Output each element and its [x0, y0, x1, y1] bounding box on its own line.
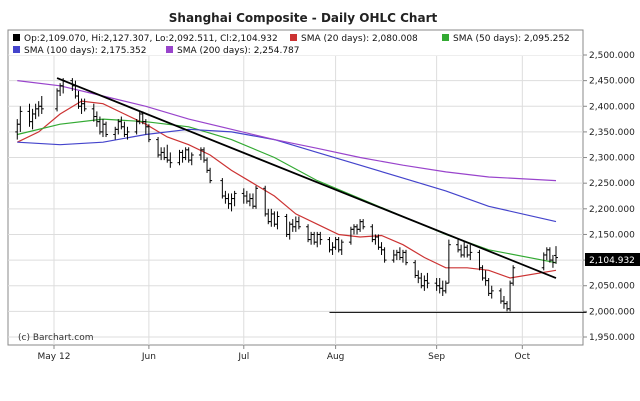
x-tick-label: Aug: [327, 352, 345, 362]
sma50-legend-swatch: [442, 34, 449, 41]
copyright-label: (c) Barchart.com: [18, 333, 94, 343]
sma-20-line: [17, 100, 557, 279]
y-tick-label: 2,150.000: [589, 230, 635, 240]
sma200-legend-swatch: [166, 46, 173, 53]
ohlc-bar: [146, 124, 151, 143]
last-price-box: [585, 253, 640, 266]
ohlc-bar: [404, 249, 409, 266]
ohlc-bar: [554, 246, 558, 264]
y-tick-label: 2,350.000: [589, 128, 635, 138]
ohlc-bar: [489, 285, 494, 299]
ohlc-bar: [254, 185, 259, 209]
plot-frame: [7, 29, 584, 346]
last-price-label: 2,104.932: [589, 256, 635, 266]
sma100-legend-label: SMA (100 days): 2,175.352: [24, 46, 147, 56]
ohlc-bar: [361, 219, 366, 230]
y-axis: 1,950.0002,000.0002,050.0002,100.0002,15…: [583, 51, 635, 343]
x-tick-label: May 12: [38, 352, 71, 362]
ohlc-bar: [208, 167, 213, 184]
ohlc-bar: [468, 244, 473, 261]
ohlc-bar: [125, 126, 130, 140]
ohlc-bars: [15, 78, 558, 312]
sma200-legend-label: SMA (200 days): 2,254.787: [177, 46, 300, 56]
ohlc-bar: [511, 265, 516, 286]
ohlc-bar: [425, 272, 430, 289]
y-tick-label: 1,950.000: [589, 333, 635, 343]
sma50-legend-label: SMA (50 days): 2,095.252: [453, 34, 570, 44]
trendlines: [56, 77, 587, 313]
ohlc-legend-swatch: [13, 34, 20, 41]
y-tick-label: 2,000.000: [589, 307, 635, 317]
y-tick-label: 2,300.000: [589, 154, 635, 164]
ohlc-bar: [446, 239, 451, 284]
ohlc-legend-label: Op:2,109.070, Hi:2,127.307, Lo:2,092.511…: [24, 34, 278, 44]
y-tick-label: 2,200.000: [589, 205, 635, 215]
ohlc-bar: [296, 216, 301, 230]
ohlc-bar: [275, 211, 280, 230]
ohlc-bar: [168, 152, 173, 168]
ohlc-bar: [339, 239, 344, 255]
ohlc-bar: [18, 106, 23, 132]
y-tick-label: 2,250.000: [589, 179, 635, 189]
ohlc-bar: [61, 78, 66, 94]
legend: Op:2,109.070, Hi:2,127.307, Lo:2,092.511…: [9, 31, 582, 56]
x-tick-label: Oct: [515, 352, 531, 362]
sma100-legend-swatch: [13, 46, 20, 53]
y-tick-label: 2,450.000: [589, 77, 635, 87]
ohlc-bar: [232, 190, 237, 207]
sma20-legend-swatch: [290, 34, 297, 41]
y-tick-label: 2,050.000: [589, 282, 635, 292]
sma20-legend-label: SMA (20 days): 2,080.008: [301, 34, 418, 44]
x-tick-label: Sep: [428, 352, 445, 362]
y-tick-label: 2,500.000: [589, 51, 635, 61]
ohlc-bar: [550, 254, 555, 268]
ohlc-bar: [189, 152, 194, 166]
x-axis: May 12 Jun Jul Aug Sep Oct: [38, 345, 531, 362]
downtrend-line: [56, 77, 557, 279]
chart-title: Shanghai Composite - Daily OHLC Chart: [169, 11, 438, 25]
x-tick-label: Jun: [141, 352, 156, 362]
ohlc-bar: [104, 121, 109, 138]
ohlc-bar: [318, 231, 323, 245]
ohlc-bar: [82, 98, 87, 112]
y-tick-label: 2,400.000: [589, 102, 635, 112]
x-tick-label: Jul: [237, 352, 249, 362]
last-price-tag: 2,104.932: [585, 253, 640, 266]
ohlc-bar: [39, 96, 44, 114]
ohlc-bar: [382, 247, 387, 263]
